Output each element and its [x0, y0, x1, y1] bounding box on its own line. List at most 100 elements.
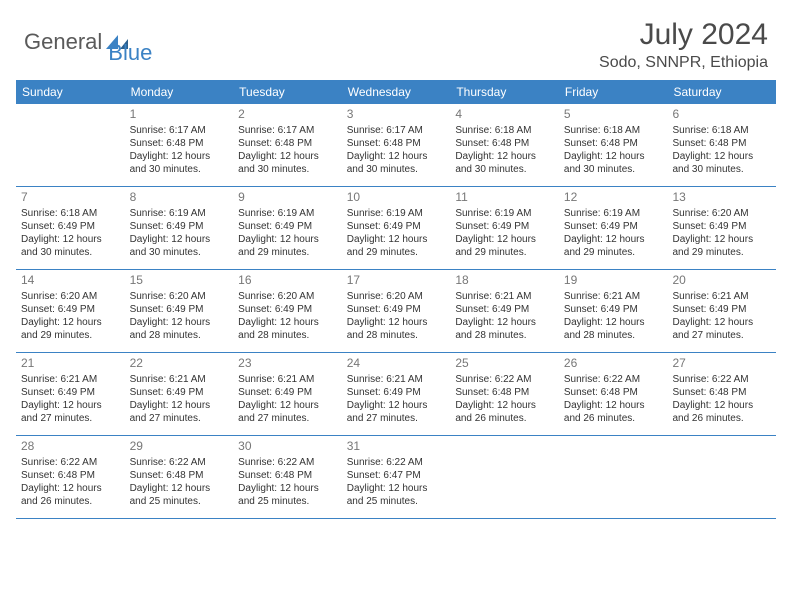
- day-info-line: Sunset: 6:49 PM: [21, 386, 120, 399]
- day-info-line: Sunset: 6:49 PM: [130, 386, 229, 399]
- day-cell: 30Sunrise: 6:22 AMSunset: 6:48 PMDayligh…: [233, 436, 342, 518]
- day-number: 25: [455, 356, 554, 372]
- day-info-line: Daylight: 12 hours: [130, 233, 229, 246]
- logo: General Blue: [24, 18, 152, 66]
- week-row: 28Sunrise: 6:22 AMSunset: 6:48 PMDayligh…: [16, 436, 776, 519]
- day-cell: 4Sunrise: 6:18 AMSunset: 6:48 PMDaylight…: [450, 104, 559, 186]
- day-info-line: Sunrise: 6:22 AM: [564, 373, 663, 386]
- day-info-line: Sunrise: 6:21 AM: [130, 373, 229, 386]
- day-info-line: Sunset: 6:49 PM: [130, 303, 229, 316]
- day-info-line: Daylight: 12 hours: [21, 233, 120, 246]
- day-number: 11: [455, 190, 554, 206]
- day-number: 30: [238, 439, 337, 455]
- day-info-line: Daylight: 12 hours: [347, 482, 446, 495]
- day-info-line: Sunset: 6:49 PM: [21, 220, 120, 233]
- day-info-line: Daylight: 12 hours: [238, 233, 337, 246]
- day-info-line: Daylight: 12 hours: [238, 482, 337, 495]
- day-info-line: Sunset: 6:49 PM: [564, 220, 663, 233]
- day-cell: [16, 104, 125, 186]
- day-info-line: and 26 minutes.: [672, 412, 771, 425]
- day-info-line: Sunset: 6:49 PM: [347, 303, 446, 316]
- day-info-line: Sunset: 6:48 PM: [238, 137, 337, 150]
- day-info-line: and 28 minutes.: [564, 329, 663, 342]
- day-info-line: Daylight: 12 hours: [455, 150, 554, 163]
- week-row: 21Sunrise: 6:21 AMSunset: 6:49 PMDayligh…: [16, 353, 776, 436]
- day-info-line: Sunrise: 6:17 AM: [347, 124, 446, 137]
- day-info-line: Sunset: 6:49 PM: [455, 303, 554, 316]
- day-info-line: Sunrise: 6:22 AM: [21, 456, 120, 469]
- day-number: 18: [455, 273, 554, 289]
- day-info-line: Sunrise: 6:19 AM: [564, 207, 663, 220]
- day-info-line: and 30 minutes.: [21, 246, 120, 259]
- day-info-line: Sunrise: 6:19 AM: [455, 207, 554, 220]
- day-info-line: Daylight: 12 hours: [347, 233, 446, 246]
- day-info-line: Sunset: 6:48 PM: [672, 137, 771, 150]
- day-info-line: and 28 minutes.: [347, 329, 446, 342]
- day-number: 19: [564, 273, 663, 289]
- day-info-line: Sunrise: 6:22 AM: [130, 456, 229, 469]
- day-cell: 13Sunrise: 6:20 AMSunset: 6:49 PMDayligh…: [667, 187, 776, 269]
- day-number: 17: [347, 273, 446, 289]
- day-info-line: Sunset: 6:49 PM: [564, 303, 663, 316]
- day-info-line: Daylight: 12 hours: [130, 316, 229, 329]
- day-info-line: Sunrise: 6:20 AM: [238, 290, 337, 303]
- day-info-line: and 29 minutes.: [21, 329, 120, 342]
- day-info-line: Sunset: 6:48 PM: [130, 137, 229, 150]
- day-number: 14: [21, 273, 120, 289]
- day-cell: 3Sunrise: 6:17 AMSunset: 6:48 PMDaylight…: [342, 104, 451, 186]
- dow-cell: Monday: [125, 80, 234, 104]
- day-info-line: Sunrise: 6:18 AM: [672, 124, 771, 137]
- day-info-line: Sunset: 6:49 PM: [130, 220, 229, 233]
- day-cell: 12Sunrise: 6:19 AMSunset: 6:49 PMDayligh…: [559, 187, 668, 269]
- day-number: 5: [564, 107, 663, 123]
- day-info-line: and 28 minutes.: [238, 329, 337, 342]
- day-info-line: and 30 minutes.: [347, 163, 446, 176]
- day-info-line: and 28 minutes.: [455, 329, 554, 342]
- day-info-line: Sunrise: 6:18 AM: [455, 124, 554, 137]
- day-number: 12: [564, 190, 663, 206]
- day-cell: 19Sunrise: 6:21 AMSunset: 6:49 PMDayligh…: [559, 270, 668, 352]
- logo-text-blue: Blue: [108, 40, 152, 66]
- week-row: 14Sunrise: 6:20 AMSunset: 6:49 PMDayligh…: [16, 270, 776, 353]
- day-cell: 25Sunrise: 6:22 AMSunset: 6:48 PMDayligh…: [450, 353, 559, 435]
- day-number: 26: [564, 356, 663, 372]
- day-info-line: Daylight: 12 hours: [130, 150, 229, 163]
- dow-cell: Saturday: [667, 80, 776, 104]
- day-info-line: Sunset: 6:48 PM: [21, 469, 120, 482]
- day-info-line: Sunset: 6:48 PM: [564, 386, 663, 399]
- day-info-line: Sunrise: 6:21 AM: [564, 290, 663, 303]
- day-info-line: Sunset: 6:48 PM: [130, 469, 229, 482]
- day-number: 2: [238, 107, 337, 123]
- calendar-grid: SundayMondayTuesdayWednesdayThursdayFrid…: [0, 80, 792, 519]
- day-info-line: Sunset: 6:49 PM: [347, 386, 446, 399]
- day-cell: 18Sunrise: 6:21 AMSunset: 6:49 PMDayligh…: [450, 270, 559, 352]
- day-number: 8: [130, 190, 229, 206]
- day-info-line: Daylight: 12 hours: [130, 399, 229, 412]
- day-info-line: Sunrise: 6:21 AM: [238, 373, 337, 386]
- day-info-line: Sunset: 6:49 PM: [672, 220, 771, 233]
- day-info-line: Daylight: 12 hours: [238, 150, 337, 163]
- day-info-line: and 29 minutes.: [238, 246, 337, 259]
- weeks-container: 1Sunrise: 6:17 AMSunset: 6:48 PMDaylight…: [16, 104, 776, 519]
- month-title: July 2024: [599, 18, 768, 52]
- day-number: 6: [672, 107, 771, 123]
- day-cell: 28Sunrise: 6:22 AMSunset: 6:48 PMDayligh…: [16, 436, 125, 518]
- title-block: July 2024 Sodo, SNNPR, Ethiopia: [599, 18, 768, 72]
- day-number: 1: [130, 107, 229, 123]
- day-number: 28: [21, 439, 120, 455]
- day-info-line: Daylight: 12 hours: [455, 233, 554, 246]
- day-info-line: Daylight: 12 hours: [21, 316, 120, 329]
- day-info-line: Sunrise: 6:22 AM: [347, 456, 446, 469]
- day-cell: 5Sunrise: 6:18 AMSunset: 6:48 PMDaylight…: [559, 104, 668, 186]
- day-number: 20: [672, 273, 771, 289]
- day-info-line: Sunrise: 6:21 AM: [672, 290, 771, 303]
- day-info-line: and 25 minutes.: [347, 495, 446, 508]
- day-info-line: and 26 minutes.: [564, 412, 663, 425]
- day-cell: 7Sunrise: 6:18 AMSunset: 6:49 PMDaylight…: [16, 187, 125, 269]
- day-info-line: Daylight: 12 hours: [238, 399, 337, 412]
- day-info-line: and 27 minutes.: [21, 412, 120, 425]
- day-number: 15: [130, 273, 229, 289]
- day-number: 27: [672, 356, 771, 372]
- day-number: 29: [130, 439, 229, 455]
- day-number: 10: [347, 190, 446, 206]
